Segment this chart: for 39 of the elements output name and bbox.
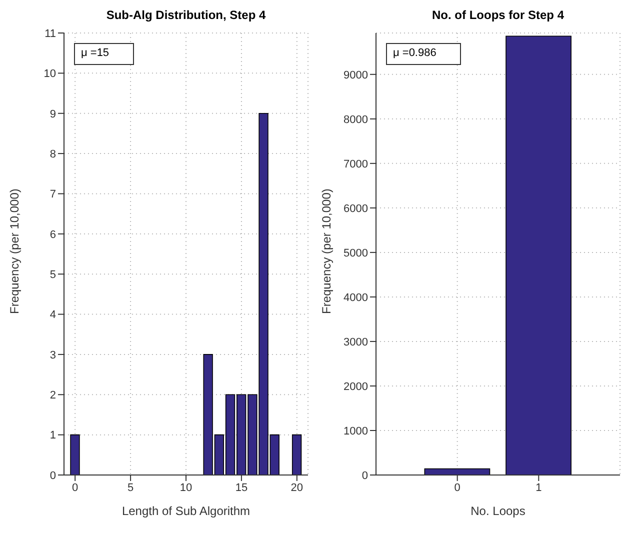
y-tick-label: 1 xyxy=(50,430,56,442)
x-tick-label: 0 xyxy=(454,482,460,494)
chart-title: Sub-Alg Distribution, Step 4 xyxy=(105,8,267,22)
x-axis-title: Length of Sub Algorithm xyxy=(122,504,250,518)
x-tick-label: 10 xyxy=(180,482,192,494)
x-tick-label: 1 xyxy=(536,482,542,494)
y-tick-label: 6 xyxy=(50,228,56,241)
y-tick-label: 4 xyxy=(50,309,56,322)
y-tick-label: 7000 xyxy=(344,158,368,170)
y-tick-label: 4000 xyxy=(344,292,368,304)
y-axis-title: Frequency (per 10,000) xyxy=(7,188,22,314)
y-tick-label: 3 xyxy=(50,349,56,362)
annotation: μ =15 xyxy=(74,43,134,65)
y-tick-label: 11 xyxy=(44,28,56,40)
x-tick-label: 0 xyxy=(72,482,78,494)
y-tick-label: 9 xyxy=(50,108,56,120)
y-tick-label: 10 xyxy=(44,68,56,80)
y-tick-label: 7 xyxy=(50,188,56,201)
y-tick-label: 5000 xyxy=(344,247,368,260)
y-tick-label: 9000 xyxy=(344,69,368,82)
x-tick-label: 5 xyxy=(127,482,134,494)
y-tick-label: 2 xyxy=(50,390,56,402)
x-axis-title: No. Loops xyxy=(470,504,526,518)
y-tick-label: 3000 xyxy=(344,336,368,348)
y-tick-label: 1000 xyxy=(344,425,368,438)
y-tick-label: 5 xyxy=(50,268,56,281)
y-tick-label: 8 xyxy=(50,148,56,160)
y-tick-label: 2000 xyxy=(344,380,368,393)
y-axis-title: Frequency (per 10,000) xyxy=(319,188,334,314)
x-tick-label: 15 xyxy=(235,482,248,494)
chart-title: No. of Loops for Step 4 xyxy=(431,8,565,22)
y-tick-label: 0 xyxy=(362,470,368,482)
bar xyxy=(70,434,80,475)
annotation: μ =0.986 xyxy=(386,43,462,65)
bar xyxy=(292,434,302,475)
y-tick-label: 0 xyxy=(50,470,56,482)
x-tick-label: 20 xyxy=(290,482,304,494)
y-tick-label: 8000 xyxy=(344,114,368,126)
y-tick-label: 6000 xyxy=(344,202,368,215)
